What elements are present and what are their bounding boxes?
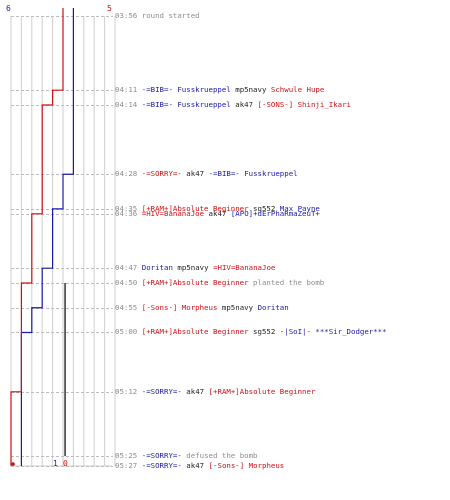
event-weapon: ak47: [235, 100, 254, 109]
event-row: 05:25 -=SORRY=- defused the bomb: [115, 451, 258, 460]
event-player: [-Sons-] Morpheus: [208, 461, 285, 470]
red-end-count: 0: [63, 459, 68, 468]
event-time: 04:35: [115, 203, 138, 213]
event-player: [APO]+dErPhaRmaZeuT+: [230, 208, 320, 218]
event-player: -=SORRY=-: [141, 451, 182, 461]
event-time: 05:25: [115, 451, 138, 461]
event-player: =HIV=BananaJoe: [141, 208, 205, 218]
event-row: 05:27 -=SORRY=- ak47 [-Sons-] Morpheus: [115, 461, 284, 470]
event-time: 04:28: [115, 169, 138, 179]
event-weapon: ak47: [186, 461, 205, 470]
event-weapon: ak47: [186, 386, 205, 396]
event-time: 04:11: [115, 85, 138, 95]
event-row: 04:47 Doritan mp5navy =HIV=BananaJoe: [115, 263, 275, 272]
event-row: 05:00 [+RAM+]Absolute Beginner sg552 -|SoI|…: [115, 327, 387, 336]
event-player: [+RAM+]Absolute Beginner: [208, 386, 316, 396]
event-player: -=BIB=- Fusskrueppel: [141, 85, 231, 95]
event-player: [+RAM+]Absolute Beginner: [141, 203, 249, 213]
event-time: 04:50: [115, 278, 138, 288]
event-time: 05:00: [115, 327, 138, 337]
event-player: Doritan: [257, 302, 289, 312]
event-time: 05:12: [115, 386, 138, 396]
event-time: 04:55: [115, 302, 138, 312]
blue-start-count: 6: [6, 4, 11, 13]
event-player: [-Sons-] Morpheus: [141, 302, 218, 312]
event-weapon: mp5navy: [235, 85, 267, 95]
event-player: [-SONS-] Shinji_Ikari: [257, 100, 352, 109]
event-row: 05:12 -=SORRY=- ak47 [+RAM+]Absolute Beginn…: [115, 387, 315, 396]
event-time: 05:27: [115, 461, 138, 470]
event-player: -|SoI|- ***Sir_Dodger***: [279, 327, 387, 337]
event-weapon: sg552: [253, 327, 276, 337]
event-row: 04:14 -=BIB=- Fusskrueppel ak47 [-SONS-] Sh…: [115, 100, 351, 109]
event-player: -=SORRY=-: [141, 169, 182, 179]
event-time: 03:56: [115, 11, 138, 20]
event-action: planted the bomb: [253, 278, 325, 288]
event-row: 04:36 =HIV=BananaJoe ak47 [APO]+dErPhaRmaZe…: [115, 209, 320, 218]
event-weapon: ak47: [186, 169, 205, 179]
team-red-alive-line: [10, 8, 64, 466]
red-start-count: 5: [107, 4, 112, 13]
event-time: 04:47: [115, 263, 138, 273]
event-player: -=SORRY=-: [141, 461, 182, 470]
event-time: 04:36: [115, 208, 138, 218]
event-row: 03:56 round started: [115, 11, 200, 20]
event-player: -=BIB=- Fusskrueppel: [208, 169, 298, 179]
event-row: 04:11 -=BIB=- Fusskrueppel mp5navy Schwule …: [115, 85, 324, 94]
event-weapon: sg552: [253, 203, 276, 213]
event-player: Schwule Hupe: [270, 85, 325, 95]
event-player: =HIV=BananaJoe: [213, 263, 276, 273]
event-player: -=BIB=- Fusskrueppel: [141, 100, 231, 109]
event-player: -=SORRY=-: [141, 386, 182, 396]
event-row: 04:55 [-Sons-] Morpheus mp5navy Doritan: [115, 303, 289, 312]
event-row: 04:50 [+RAM+]Absolute Beginner planted the…: [115, 278, 324, 287]
red-team-end-marker: [11, 462, 15, 466]
event-player: Max Payne: [279, 203, 320, 213]
blue-end-count: 1: [53, 459, 58, 468]
event-row: 04:35 [+RAM+]Absolute Beginner sg552 Max Pa…: [115, 204, 320, 213]
event-player: Doritan: [141, 263, 173, 273]
event-weapon: ak47: [208, 208, 227, 218]
event-weapon: mp5navy: [177, 263, 209, 273]
event-player: [+RAM+]Absolute Beginner: [141, 278, 249, 288]
team-blue-alive-line: [20, 8, 74, 466]
event-row: 04:28 -=SORRY=- ak47 -=BIB=- Fusskrueppel: [115, 169, 298, 178]
event-weapon: mp5navy: [221, 302, 254, 312]
event-action: round started: [141, 11, 200, 20]
event-time: 04:14: [115, 100, 138, 109]
event-action: defused the bomb: [186, 451, 258, 461]
event-player: [+RAM+]Absolute Beginner: [141, 327, 249, 337]
